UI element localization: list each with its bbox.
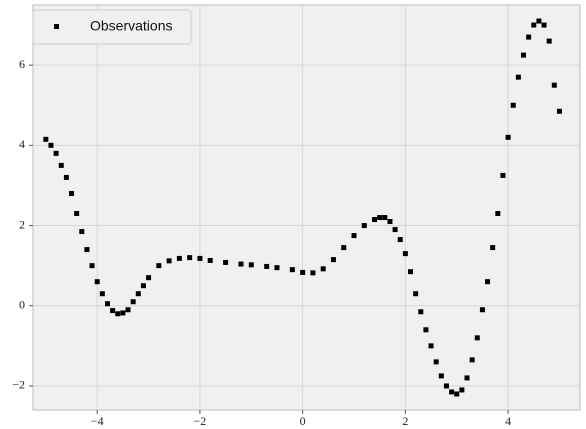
point (531, 22, 537, 28)
point (474, 335, 480, 341)
legend-label: Observations (90, 18, 172, 34)
point (84, 247, 90, 253)
point (300, 269, 306, 275)
point (433, 359, 439, 365)
point (551, 82, 557, 88)
point (341, 245, 347, 251)
point (438, 373, 444, 379)
point (264, 263, 270, 269)
point (310, 270, 316, 276)
y-tick-label: 0 (19, 297, 25, 311)
point (69, 190, 75, 196)
point (372, 217, 378, 223)
point (146, 275, 152, 281)
point (176, 255, 182, 261)
point (53, 150, 59, 156)
point (505, 134, 511, 140)
point (79, 229, 85, 235)
point (495, 211, 501, 217)
point (546, 38, 552, 44)
point (541, 22, 547, 28)
point (515, 74, 521, 80)
point (140, 283, 146, 289)
point (556, 108, 562, 114)
point (449, 389, 455, 395)
point (464, 375, 470, 381)
point (207, 257, 213, 263)
x-tick-label: 4 (505, 414, 511, 428)
point (428, 343, 434, 349)
point (156, 263, 162, 269)
point (58, 162, 64, 168)
point (521, 52, 527, 58)
point (423, 327, 429, 333)
point (526, 34, 532, 40)
point (238, 261, 244, 267)
point (402, 251, 408, 257)
point (408, 269, 414, 275)
point (99, 291, 105, 297)
x-tick-label: 0 (300, 414, 306, 428)
point (223, 259, 229, 265)
point (130, 299, 136, 305)
point (289, 267, 295, 273)
point (320, 266, 326, 272)
point (110, 308, 116, 314)
point (74, 211, 80, 217)
point (166, 258, 172, 264)
point (469, 357, 475, 363)
point (135, 291, 141, 297)
y-tick-label: 4 (19, 137, 25, 151)
point (48, 142, 54, 148)
x-tick-label: −2 (194, 414, 207, 428)
point (361, 223, 367, 229)
legend: Observations (32, 9, 192, 45)
point (248, 262, 254, 268)
point (104, 301, 110, 307)
point (454, 391, 460, 397)
point (387, 219, 393, 225)
legend-marker (54, 24, 59, 29)
point (418, 309, 424, 315)
point (377, 215, 383, 221)
plot-area (32, 4, 581, 411)
legend-box (32, 9, 192, 45)
y-tick-label: 2 (19, 217, 25, 231)
point (479, 307, 485, 313)
point (536, 18, 542, 24)
y-tick-label: 6 (19, 57, 25, 71)
point (500, 172, 506, 178)
point (459, 387, 465, 393)
point (443, 383, 449, 389)
x-tick-label: −4 (91, 414, 104, 428)
y-tick-label: −2 (12, 378, 25, 392)
point (330, 257, 336, 263)
point (397, 237, 403, 243)
point (351, 233, 357, 239)
point (490, 245, 496, 251)
point (94, 279, 100, 285)
point (187, 255, 193, 261)
point (485, 279, 491, 285)
point (120, 310, 126, 316)
point (274, 265, 280, 271)
point (510, 102, 516, 108)
point (115, 311, 121, 317)
point (43, 136, 49, 142)
point (392, 227, 398, 233)
point (89, 263, 95, 269)
point (382, 215, 388, 221)
point (197, 255, 203, 261)
point (125, 307, 131, 313)
point (413, 291, 419, 297)
x-tick-label: 2 (402, 414, 408, 428)
point (63, 174, 69, 180)
